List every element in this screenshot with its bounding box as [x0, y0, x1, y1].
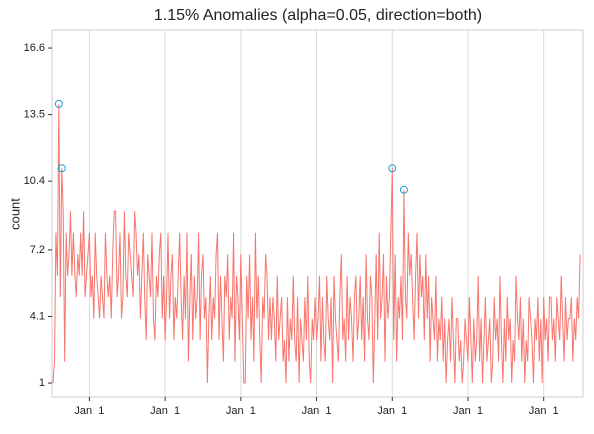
x-tick-label: Jan 1 [226, 405, 256, 417]
y-tick-label: 1 [39, 377, 45, 389]
line-series [52, 103, 581, 384]
x-tick-label: Jan 1 [529, 405, 559, 417]
plot-border [51, 29, 584, 398]
x-tick-label: Jan 1 [453, 405, 483, 417]
y-axis-label: count [7, 198, 22, 230]
anomaly-point [57, 164, 66, 173]
y-tick-label: 13.5 [24, 109, 45, 121]
x-tick-label: Jan 1 [74, 405, 104, 417]
anomaly-point [388, 164, 397, 173]
x-tick-label: Jan 1 [302, 405, 332, 417]
x-tick-label: Jan 1 [150, 405, 180, 417]
y-tick-label: 16.6 [24, 42, 45, 54]
y-tick-label: 10.4 [24, 175, 45, 187]
x-tick-label: Jan 1 [377, 405, 407, 417]
chart-title: 1.15% Anomalies (alpha=0.05, direction=b… [154, 7, 482, 24]
y-tick-label: 4.1 [30, 310, 45, 322]
anomaly-point [399, 185, 408, 194]
anomaly-point [54, 99, 63, 108]
y-tick-label: 7.2 [30, 244, 45, 256]
